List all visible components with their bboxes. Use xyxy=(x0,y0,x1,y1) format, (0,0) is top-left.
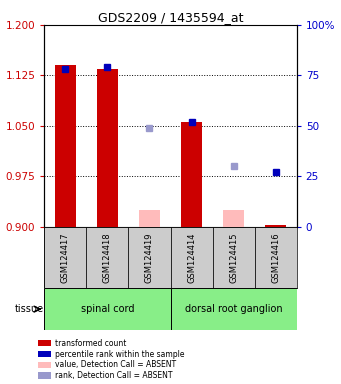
Text: spinal cord: spinal cord xyxy=(81,304,134,314)
Text: GSM124414: GSM124414 xyxy=(187,232,196,283)
Bar xyxy=(170,288,297,330)
Bar xyxy=(44,227,86,288)
Text: transformed count: transformed count xyxy=(55,339,126,348)
Text: percentile rank within the sample: percentile rank within the sample xyxy=(55,349,184,359)
Text: dorsal root ganglion: dorsal root ganglion xyxy=(185,304,282,314)
Text: value, Detection Call = ABSENT: value, Detection Call = ABSENT xyxy=(55,360,176,369)
Bar xyxy=(181,122,202,227)
Bar xyxy=(265,225,286,227)
Bar xyxy=(129,227,170,288)
Bar xyxy=(55,65,76,227)
Text: GSM124415: GSM124415 xyxy=(229,232,238,283)
Text: GSM124416: GSM124416 xyxy=(271,232,280,283)
Text: rank, Detection Call = ABSENT: rank, Detection Call = ABSENT xyxy=(55,371,172,380)
Bar xyxy=(212,227,255,288)
Bar xyxy=(86,227,129,288)
Bar xyxy=(255,227,297,288)
Title: GDS2209 / 1435594_at: GDS2209 / 1435594_at xyxy=(98,11,243,24)
Bar xyxy=(44,288,170,330)
Text: GSM124419: GSM124419 xyxy=(145,232,154,283)
Bar xyxy=(223,210,244,227)
Text: tissue: tissue xyxy=(14,304,44,314)
Text: GSM124417: GSM124417 xyxy=(61,232,70,283)
Bar xyxy=(170,227,212,288)
Bar xyxy=(97,69,118,227)
Text: GSM124418: GSM124418 xyxy=(103,232,112,283)
Bar xyxy=(139,210,160,227)
